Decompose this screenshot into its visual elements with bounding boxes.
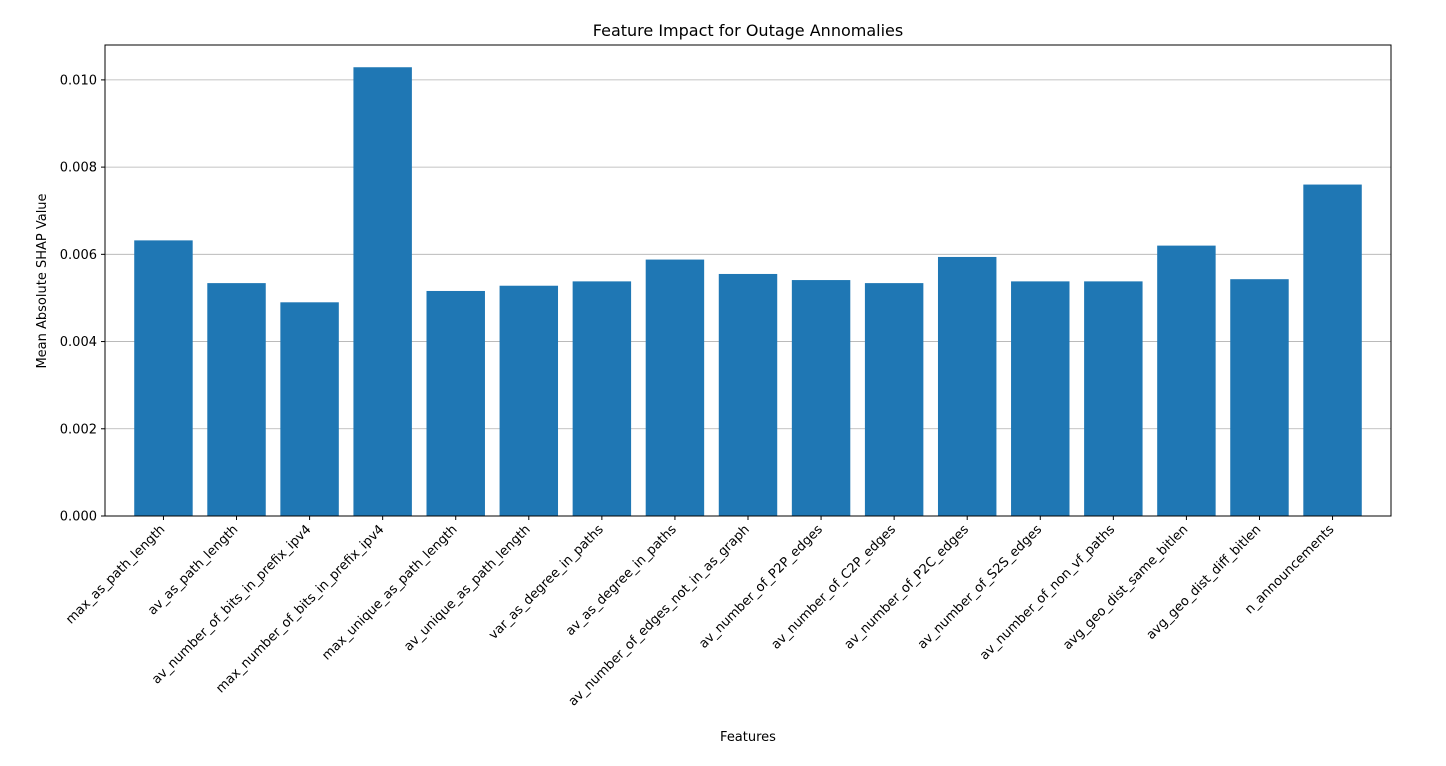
bar-max-unique-as-path-length — [426, 290, 485, 516]
x-axis-ticks: max_as_path_lengthav_as_path_lengthav_nu… — [63, 516, 1338, 709]
bar-av-number-of-non-vf-paths — [1084, 281, 1143, 516]
x-tick-label: avg_geo_dist_same_bitlen — [1060, 522, 1191, 653]
bar-av-as-degree-in-paths — [645, 259, 705, 516]
bar-max-number-of-bits-in-prefix-ipv4 — [353, 67, 412, 516]
y-axis-ticks: 0.000 0.002 0.004 0.006 0.008 0.010 — [60, 73, 105, 525]
bar-max-as-path-length — [134, 240, 193, 516]
bar-av-number-of-edges-not-in-as-graph — [718, 273, 778, 516]
bar-avg-geo-dist-same-bitlen — [1157, 245, 1216, 516]
x-tick-label: av_unique_as_path_length — [401, 522, 533, 654]
y-tick-label: 0.008 — [60, 161, 97, 176]
y-axis-label: Mean Absolute SHAP Value — [35, 193, 50, 368]
y-tick-label: 0.006 — [60, 248, 97, 263]
y-tick-label: 0.000 — [60, 510, 97, 525]
y-tick-label: 0.004 — [60, 335, 97, 350]
bar-var-as-degree-in-paths — [572, 281, 632, 516]
chart-title: Feature Impact for Outage Annomalies — [593, 21, 903, 40]
bar-n-announcements — [1303, 184, 1362, 517]
x-tick-label: av_number_of_non_vf_paths — [977, 522, 1118, 663]
bar-av-number-of-c2p-edges — [864, 283, 924, 516]
bar-av-number-of-s2s-edges — [1011, 281, 1070, 516]
bar-avg-geo-dist-diff-bitlen — [1230, 279, 1289, 516]
y-tick-label: 0.002 — [60, 422, 97, 437]
x-tick-label: max_number_of_bits_in_prefix_ipv4 — [213, 522, 387, 696]
bar-av-number-of-p2c-edges — [937, 256, 997, 516]
y-tick-label: 0.010 — [60, 73, 97, 88]
bar-av-as-path-length — [207, 283, 266, 516]
x-tick-label: av_number_of_bits_in_prefix_ipv4 — [149, 522, 314, 687]
x-tick-label: av_number_of_P2C_edges — [842, 522, 973, 653]
bar-av-number-of-p2p-edges — [791, 280, 851, 516]
bar-av-number-of-bits-in-prefix-ipv4 — [280, 302, 339, 516]
x-tick-label: max_unique_as_path_length — [319, 522, 460, 663]
x-tick-label: av_number_of_C2P_edges — [769, 522, 900, 653]
x-tick-label: av_number_of_S2S_edges — [915, 522, 1045, 652]
bar-av-unique-as-path-length — [499, 285, 559, 516]
x-tick-label: av_number_of_P2P_edges — [696, 522, 826, 652]
bars — [134, 67, 1362, 517]
x-axis-label: Features — [720, 730, 776, 745]
